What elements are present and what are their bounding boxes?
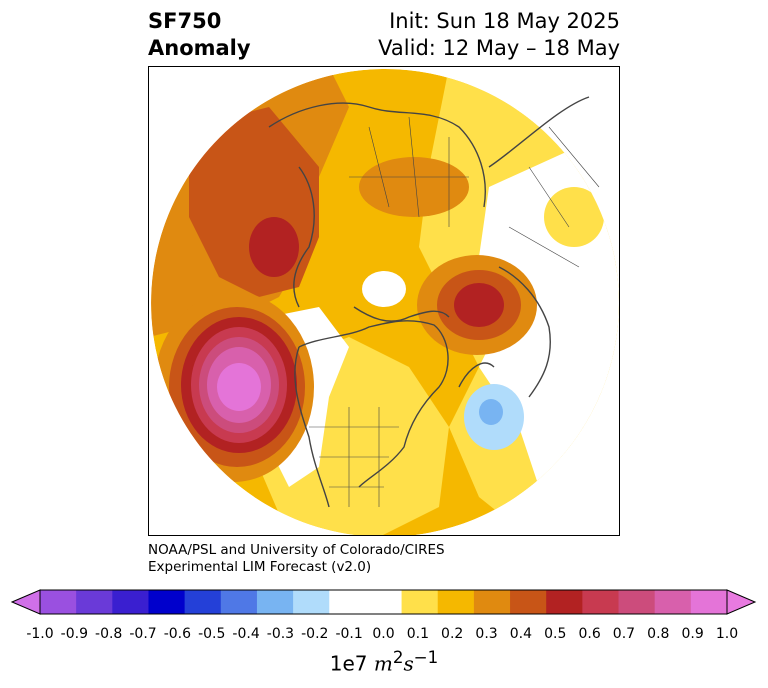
colorbar-units: 1e7 m2s−1 [0,648,768,676]
colorbar-segment [148,590,186,614]
colorbar-segment [690,590,728,614]
map-panel [148,66,620,536]
colorbar-segment [546,590,583,614]
credit: NOAA/PSL and University of Colorado/CIRE… [148,542,445,576]
colorbar-tick-label: -0.5 [198,626,226,642]
units-sup1: 2 [392,648,404,667]
credit-line-2: Experimental LIM Forecast (v2.0) [148,559,372,575]
colorbar-segment [293,590,330,614]
colorbar-tick-label: -0.9 [60,626,89,642]
colorbar-segment [365,590,403,614]
colorbar-tick-label: 0.0 [372,626,395,642]
contour-0.5-atlantic [454,283,504,327]
colorbar-segment [582,590,620,614]
colorbar-tick-label: 0.8 [647,626,670,642]
units-var: m [373,651,393,676]
credit-line-1: NOAA/PSL and University of Colorado/CIRE… [148,542,445,558]
colorbar-frame [39,589,728,615]
outside-disk [149,67,619,535]
title-left: SF750 Anomaly [148,8,251,62]
colorbar-tick-label: -0.2 [301,626,329,642]
colorbar-tick-label: 0.7 [612,626,636,642]
colorbar-segment [76,590,113,614]
colorbar-segment [401,590,439,614]
colorbar-segment [40,590,77,614]
borders [309,116,600,507]
colorbar-tick-label: -0.4 [232,626,260,642]
colorbar-segment [220,590,258,614]
colorbar-tick-label: 0.5 [544,626,567,642]
colorbar-tick-label: 0.3 [475,626,498,642]
init-date: Init: Sun 18 May 2025 [389,9,620,33]
colorbar-extend-over [726,589,757,615]
colorbar-extend-under [10,589,41,615]
contour-0.1-asia [544,187,604,247]
colorbar-segment [473,590,511,614]
colorbar-tick-label: -0.3 [266,626,295,642]
colorbar-tick-label: -0.8 [95,626,123,642]
title-right: Init: Sun 18 May 2025 Valid: 12 May – 18… [378,8,620,62]
colorbar-tick-label: -1.0 [26,626,54,642]
contour-neg-0.2-atlantic [479,399,503,425]
units-sup2: −1 [413,648,439,667]
colorbar-segment [510,590,547,614]
colorbar-tick-label: -0.7 [129,626,157,642]
contour-0.3-asia [359,157,469,217]
contour-0.9-pacific [217,363,261,411]
contour-0.5-west [249,217,299,277]
colorbar-segment [112,590,149,614]
contour-neutral-pole [362,271,406,307]
colorbar-segment [256,590,294,614]
colorbar-tick-label: -0.6 [163,626,192,642]
variable-subtitle: Anomaly [148,36,251,60]
coastlines [268,96,590,508]
colorbar-segment [329,590,366,614]
colorbar [10,589,757,615]
colorbar-tick-label: -0.1 [335,626,363,642]
colorbar-segment [184,590,222,614]
colorbar-tick-label: 0.2 [441,626,464,642]
colorbar-tick-label: 0.6 [578,626,601,642]
colorbar-tick-label: 0.1 [406,626,429,642]
colorbar-tick-label: 1.0 [715,626,739,642]
colorbar-segment [437,590,475,614]
valid-range: Valid: 12 May – 18 May [378,36,620,60]
anomaly-map [149,67,619,535]
colorbar-tick-label: 0.9 [681,626,704,642]
colorbar-segment [618,590,656,614]
colorbar-segment [654,590,692,614]
colorbar-tick-label: 0.4 [509,626,533,642]
variable-title: SF750 [148,9,222,33]
colorbar-ticks: -1.0 -0.9 -0.8 -0.7 -0.6 -0.5 -0.4 -0.3 -0.2 -0.1… [0,626,768,646]
units-mid: s [403,651,414,676]
units-prefix: 1e7 [329,651,374,676]
